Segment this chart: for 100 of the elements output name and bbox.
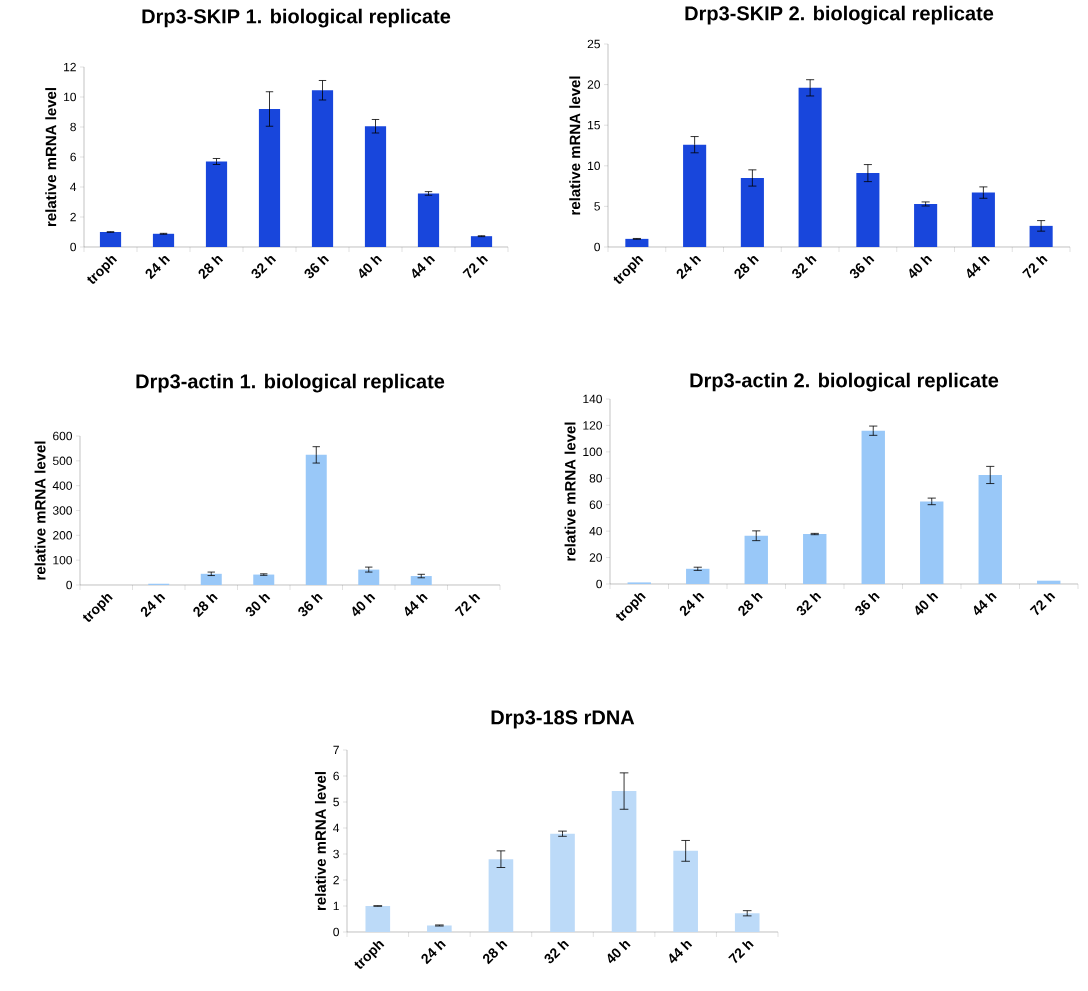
y-tick-label: 600	[53, 431, 73, 441]
x-tick-label: 28 h	[482, 941, 508, 965]
y-tick-label: 400	[52, 481, 73, 490]
y-tick-label: 100	[583, 447, 602, 457]
bar	[920, 501, 944, 584]
x-tick-label: 32 h	[251, 256, 277, 279]
bar	[611, 791, 637, 932]
y-tick-label: 200	[53, 531, 73, 540]
x-tick-label: 24 h	[140, 594, 166, 618]
y-axis-title: relative mRNA level	[314, 772, 326, 911]
chart-title: Drp3-SKIP 1. biological replicate	[142, 8, 451, 28]
bar	[358, 569, 380, 585]
y-axis-title: relative mRNA level	[569, 76, 581, 215]
y-tick-label: 20	[587, 80, 601, 89]
bar	[488, 859, 514, 932]
y-axis-title: relative mRNA level	[564, 422, 576, 561]
x-tick-label: 72 h	[1029, 593, 1056, 616]
y-tick-label: 0	[70, 242, 77, 252]
bar	[200, 573, 222, 585]
x-tick-label: 44 h	[973, 593, 997, 616]
bar	[673, 850, 698, 932]
y-tick-label: 4	[333, 823, 340, 833]
bar	[803, 534, 827, 584]
bar	[550, 833, 575, 932]
x-tick-label: 24 h	[679, 593, 705, 617]
chart-title: Drp3-18S rDNA	[491, 710, 635, 729]
bar	[1037, 580, 1061, 584]
bar	[625, 238, 649, 247]
x-tick-label: 36 h	[855, 593, 880, 616]
x-tick-label: 24 h	[145, 256, 171, 280]
y-tick-label: 15	[588, 121, 600, 130]
x-tick-label: 44 h	[412, 256, 436, 279]
x-tick-label: 24 h	[676, 256, 702, 280]
y-tick-label: 0	[594, 242, 601, 252]
y-tick-label: 0	[333, 927, 340, 937]
bar	[861, 430, 885, 584]
x-tick-label: 40 h	[352, 594, 376, 617]
x-tick-label: 32 h	[796, 593, 822, 616]
x-tick-label: 28 h	[738, 593, 763, 617]
y-tick-label: 7	[333, 745, 339, 755]
y-tick-label: 2	[333, 875, 339, 885]
bar	[152, 233, 175, 247]
bar	[740, 177, 764, 247]
bar	[683, 144, 707, 247]
y-tick-label: 2	[70, 212, 76, 222]
bar	[311, 90, 334, 247]
y-tick-label: 4	[70, 182, 77, 192]
x-tick-label: 36 h	[849, 256, 875, 279]
y-tick-label: 40	[589, 526, 603, 536]
x-tick-label: 72 h	[728, 941, 754, 964]
y-tick-label: 20	[589, 553, 603, 562]
bar	[1029, 225, 1053, 247]
y-tick-label: 5	[594, 202, 600, 211]
x-tick-label: 36 h	[298, 594, 323, 617]
y-tick-label: 3	[333, 849, 339, 859]
bar	[99, 231, 122, 247]
chart-title: Drp3-SKIP 2. biological replicate	[685, 5, 994, 25]
y-tick-label: 0	[66, 580, 73, 590]
x-tick-label: 72 h	[1022, 256, 1048, 279]
y-tick-label: 6	[333, 771, 339, 781]
y-tick-label: 300	[52, 506, 73, 515]
bar	[305, 454, 327, 585]
x-tick-label: 44 h	[966, 256, 990, 279]
chart-title: Drp3-actin 1. biological replicate	[136, 373, 445, 393]
bar	[364, 126, 387, 247]
bar	[258, 108, 281, 247]
bar	[734, 913, 760, 932]
y-axis-title: relative mRNA level	[45, 88, 57, 227]
y-tick-label: 60	[589, 500, 603, 509]
x-tick-label: 44 h	[404, 594, 428, 617]
y-tick-label: 120	[583, 421, 602, 430]
x-tick-label: 32 h	[792, 256, 817, 279]
y-tick-label: 100	[53, 555, 73, 565]
bar	[205, 161, 228, 247]
bar	[253, 574, 275, 585]
x-tick-label: 72 h	[454, 594, 481, 617]
x-tick-label: 40 h	[909, 256, 933, 279]
bar	[470, 236, 493, 247]
bar	[744, 535, 768, 584]
x-tick-label: 40 h	[359, 256, 383, 279]
x-tick-label: 40 h	[607, 941, 631, 964]
x-tick-label: 28 h	[734, 256, 759, 280]
x-tick-label: 32 h	[544, 941, 570, 964]
y-tick-label: 0	[596, 579, 603, 589]
y-tick-label: 80	[589, 474, 603, 483]
x-tick-label: 44 h	[669, 941, 693, 964]
bar	[798, 87, 822, 247]
x-tick-label: 28 h	[198, 256, 224, 280]
bar	[365, 905, 391, 932]
chart-title: Drp3-actin 2. biological replicate	[690, 372, 999, 392]
y-tick-label: 6	[70, 152, 76, 162]
x-tick-label: 30 h	[245, 594, 271, 617]
y-axis-title: relative mRNA level	[34, 441, 46, 580]
bar	[417, 193, 440, 247]
y-tick-label: 1	[333, 901, 339, 911]
x-tick-label: 36 h	[304, 256, 330, 279]
x-tick-label: 24 h	[421, 941, 446, 965]
bar	[410, 576, 432, 585]
y-tick-label: 12	[64, 62, 76, 72]
y-tick-label: 140	[583, 394, 602, 404]
